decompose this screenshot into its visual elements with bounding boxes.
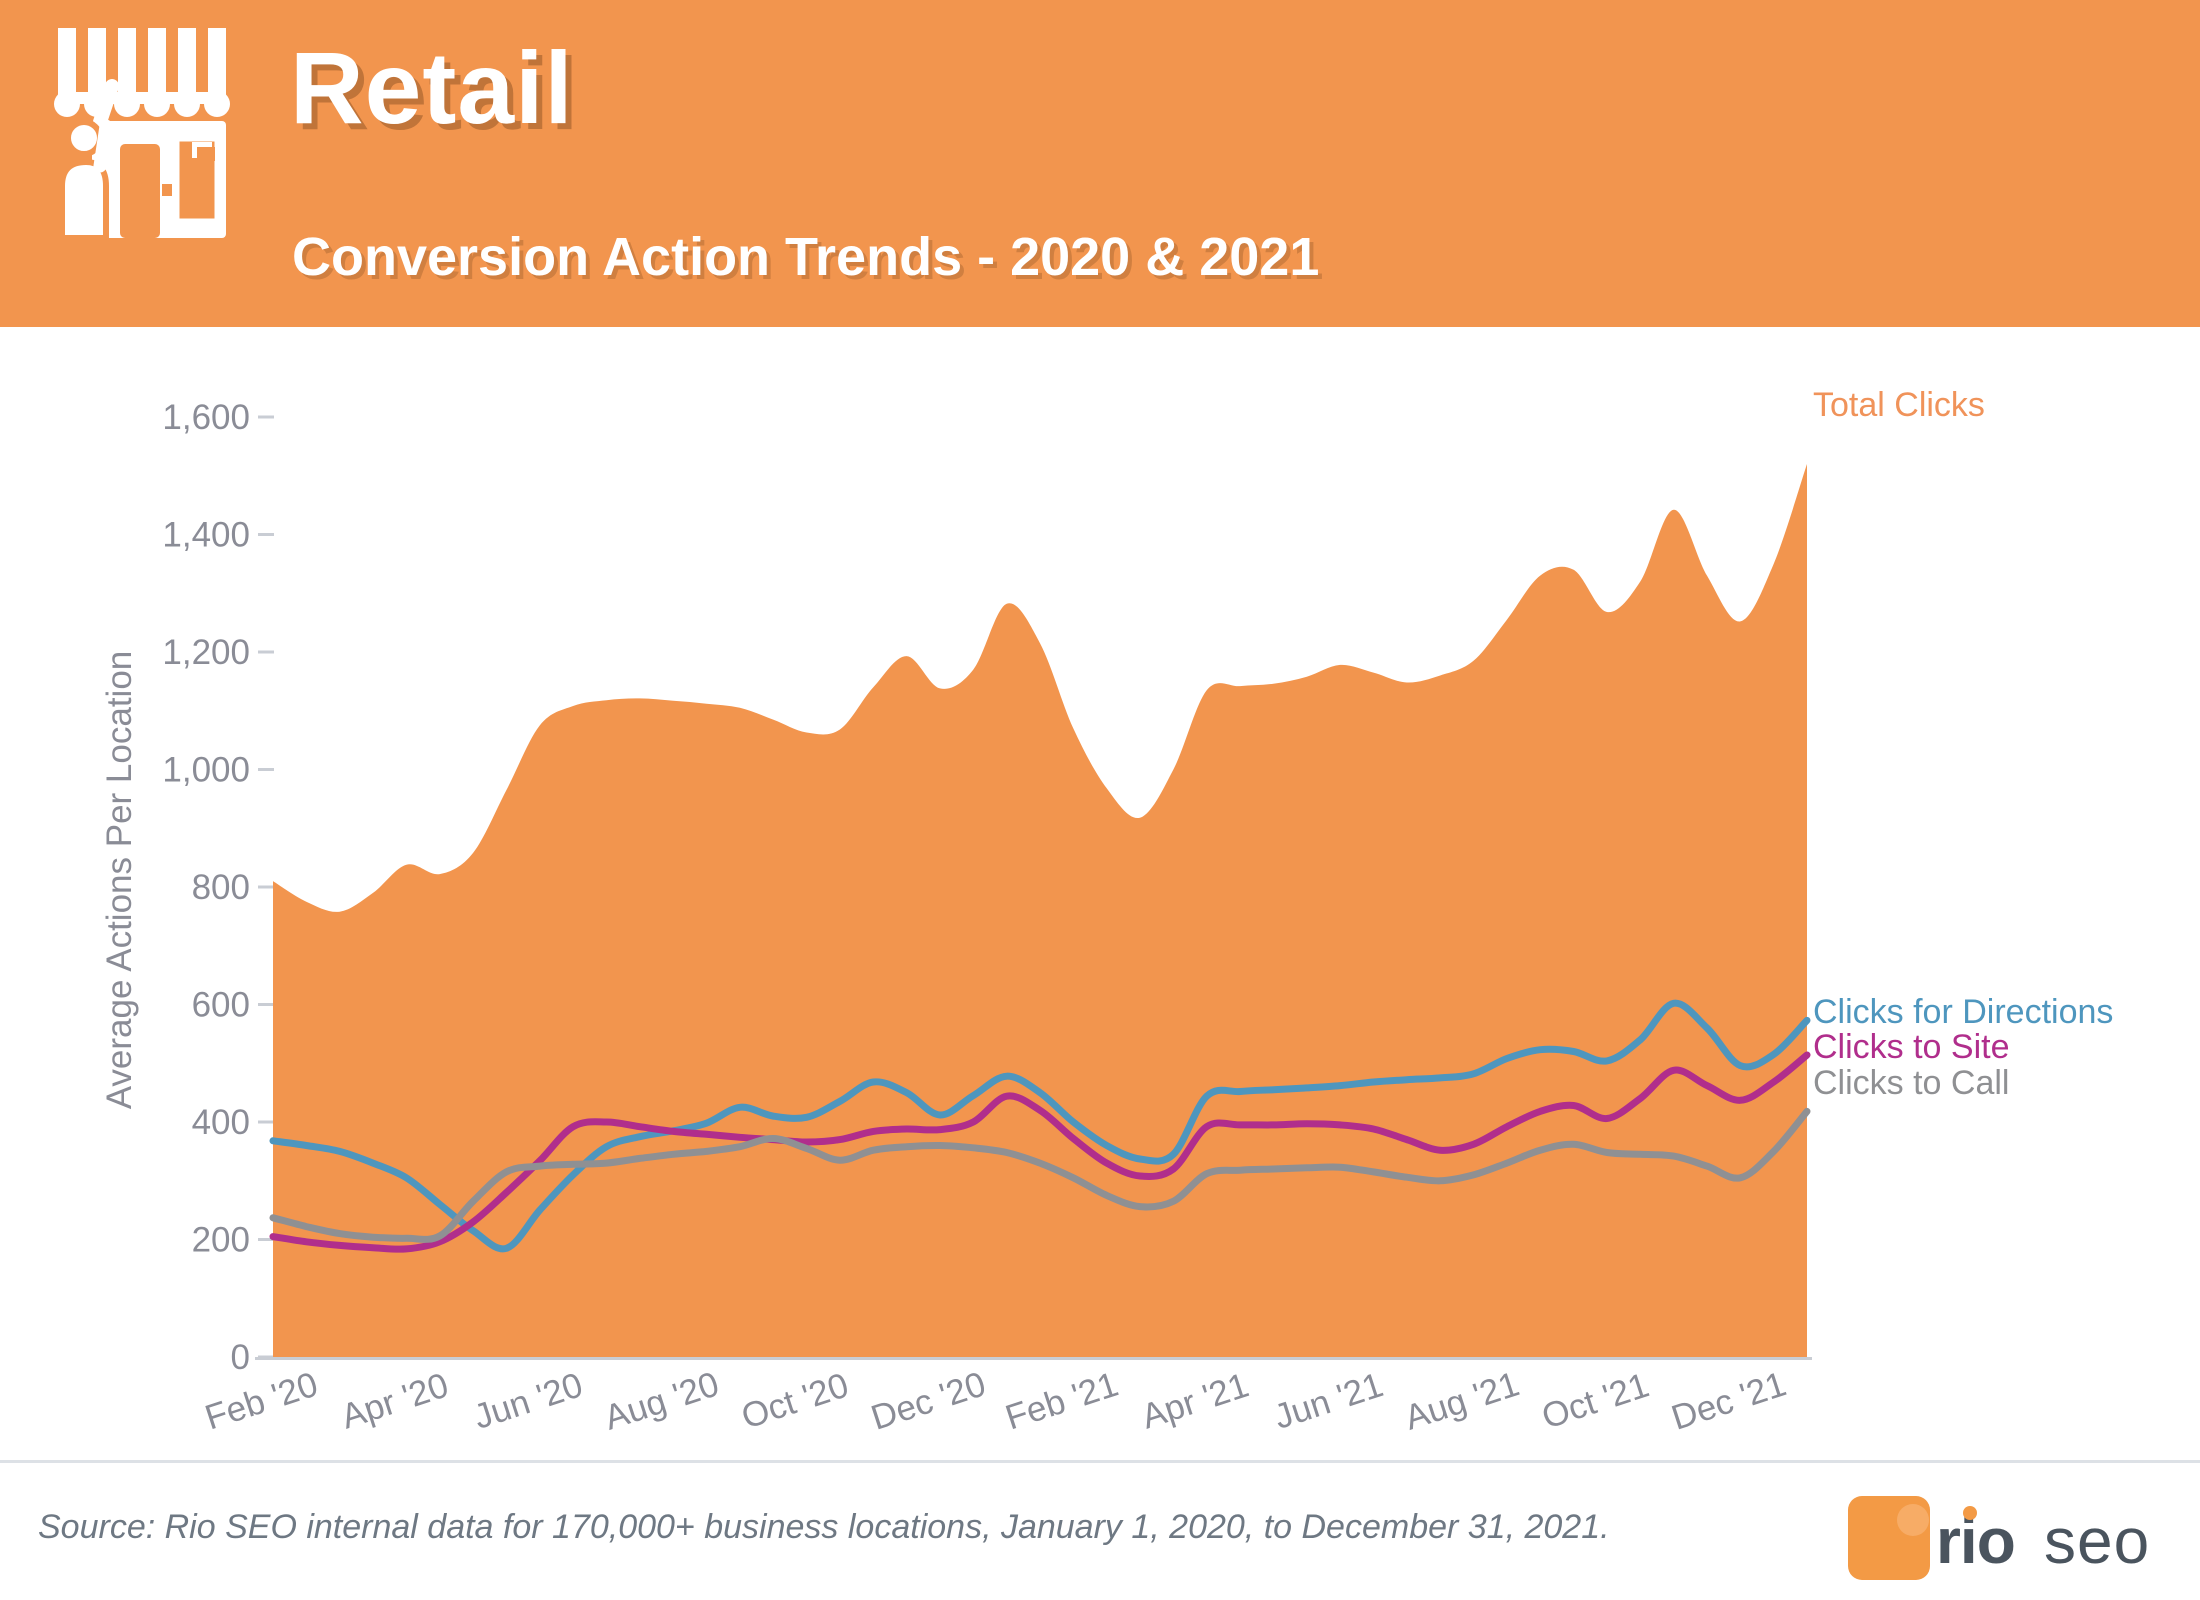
header-banner: Retail Conversion Action Trends - 2020 &… bbox=[0, 0, 2200, 327]
y-axis-title: Average Actions Per Location bbox=[100, 650, 139, 1110]
x-tick-label: Apr '20 bbox=[337, 1366, 453, 1437]
page-subtitle: Conversion Action Trends - 2020 & 2021 bbox=[292, 227, 1320, 287]
y-tick-label: 800 bbox=[192, 868, 250, 907]
door-icon bbox=[120, 144, 160, 238]
y-tick-label: 1,600 bbox=[162, 398, 250, 437]
x-tick-label: Apr '21 bbox=[1137, 1366, 1253, 1437]
y-tick-label: 0 bbox=[231, 1338, 250, 1377]
x-tick-label: Oct '20 bbox=[737, 1366, 853, 1437]
logo-circle-icon bbox=[1897, 1504, 1929, 1536]
y-tick-label: 400 bbox=[192, 1103, 250, 1142]
x-tick-label: Jun '20 bbox=[469, 1365, 587, 1437]
x-tick-label: Oct '21 bbox=[1537, 1366, 1653, 1437]
x-tick-label: Feb '20 bbox=[200, 1365, 322, 1438]
y-tick-label: 1,000 bbox=[162, 751, 250, 790]
logo-text-rio: rio bbox=[1936, 1505, 2016, 1577]
legend-total-clicks: Total Clicks bbox=[1813, 386, 1985, 424]
x-tick-label: Jun '21 bbox=[1269, 1365, 1387, 1437]
clicks-for-directions-line bbox=[269, 999, 1811, 1253]
x-tick-label: Aug '20 bbox=[600, 1364, 724, 1437]
rio-seo-logo: rio seo bbox=[1848, 1488, 2178, 1588]
y-tick-label: 1,400 bbox=[162, 516, 250, 555]
person-icon bbox=[59, 79, 119, 238]
legend-clicks-to-site: Clicks to Site bbox=[1813, 1028, 2010, 1066]
total-clicks-area bbox=[273, 464, 1807, 1357]
source-note: Source: Rio SEO internal data for 170,00… bbox=[38, 1508, 1610, 1546]
x-tick-label: Feb '21 bbox=[1001, 1365, 1123, 1438]
footer-divider bbox=[0, 1460, 2200, 1463]
y-tick-label: 200 bbox=[192, 1221, 250, 1260]
legend-clicks-to-call: Clicks to Call bbox=[1813, 1064, 2010, 1102]
clicks-to-call-line bbox=[269, 1107, 1811, 1243]
legend-clicks-for-directions: Clicks for Directions bbox=[1813, 993, 2114, 1031]
logo-i-dot-icon bbox=[1963, 1506, 1977, 1520]
x-tick-label: Aug '21 bbox=[1400, 1364, 1524, 1437]
storefront-icon bbox=[54, 28, 230, 238]
y-tick-label: 1,200 bbox=[162, 633, 250, 672]
x-tick-label: Dec '21 bbox=[1667, 1364, 1791, 1437]
logo-text-seo: seo bbox=[2044, 1505, 2151, 1577]
y-tick-label: 600 bbox=[192, 986, 250, 1025]
x-tick-label: Dec '20 bbox=[866, 1364, 990, 1437]
page-title: Retail bbox=[290, 31, 574, 145]
